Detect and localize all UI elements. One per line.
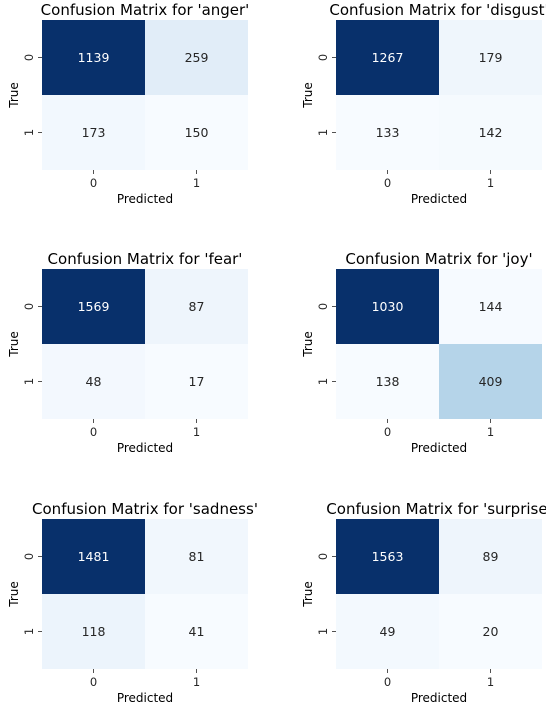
x-tick-label: 1 — [487, 675, 494, 689]
heatmap-cell — [42, 95, 145, 170]
cell-value-label: 1139 — [78, 50, 110, 65]
x-axis-label: Predicted — [117, 691, 173, 702]
cell-value-label: 17 — [189, 374, 205, 389]
heatmap-cell — [336, 594, 439, 669]
heatmap-cell — [42, 594, 145, 669]
heatmap-cell — [439, 269, 542, 344]
cell-value-label: 20 — [483, 624, 499, 639]
y-tick-label: 1 — [22, 129, 36, 136]
x-tick-label: 0 — [384, 425, 391, 439]
heatmap-cell — [336, 95, 439, 170]
heatmap-cell — [145, 594, 248, 669]
cell-value-label: 1563 — [372, 549, 404, 564]
x-tick-label: 0 — [90, 176, 97, 190]
cell-value-label: 138 — [376, 374, 400, 389]
y-axis-label: True — [301, 331, 315, 358]
panel-title: Confusion Matrix for 'joy' — [345, 250, 532, 268]
cell-value-label: 150 — [185, 125, 209, 140]
cell-value-label: 118 — [82, 624, 106, 639]
panel-title: Confusion Matrix for 'sadness' — [32, 500, 258, 518]
y-tick-label: 0 — [22, 553, 36, 560]
y-tick-label: 0 — [22, 303, 36, 310]
y-axis-label: True — [301, 581, 315, 608]
cell-value-label: 1030 — [372, 299, 404, 314]
x-axis-label: Predicted — [117, 441, 173, 455]
heatmap-cell — [336, 344, 439, 419]
cell-value-label: 87 — [189, 299, 205, 314]
cell-value-label: 48 — [86, 374, 102, 389]
x-tick-label: 0 — [90, 425, 97, 439]
y-axis-label: True — [7, 331, 21, 358]
x-axis-label: Predicted — [411, 192, 467, 206]
confusion-matrix-panel: Confusion Matrix for 'surprise' 1563 89 49 2… — [301, 500, 546, 702]
x-tick-label: 1 — [193, 675, 200, 689]
heatmap-cell — [336, 20, 439, 95]
cell-value-label: 173 — [82, 125, 106, 140]
panel-title: Confusion Matrix for 'fear' — [48, 250, 243, 268]
heatmap-cell — [439, 20, 542, 95]
heatmap-cell — [145, 519, 248, 594]
y-axis-label: True — [7, 581, 21, 608]
x-tick-label: 1 — [487, 176, 494, 190]
confusion-matrix-panel: Confusion Matrix for 'sadness' 1481 81 118 4… — [7, 500, 258, 702]
y-tick-label: 0 — [316, 303, 330, 310]
heatmap-cell — [439, 594, 542, 669]
heatmap-cell — [42, 269, 145, 344]
cell-value-label: 142 — [479, 125, 503, 140]
cell-value-label: 49 — [380, 624, 396, 639]
heatmap-cell — [439, 519, 542, 594]
x-axis-label: Predicted — [411, 691, 467, 702]
y-tick-label: 1 — [316, 378, 330, 385]
panel-title: Confusion Matrix for 'surprise' — [326, 500, 546, 518]
heatmap-cell — [42, 344, 145, 419]
heatmap-cell — [439, 95, 542, 170]
cell-value-label: 133 — [376, 125, 400, 140]
y-tick-label: 1 — [22, 628, 36, 635]
y-tick-label: 1 — [316, 628, 330, 635]
confusion-matrix-panel: Confusion Matrix for 'fear' 1569 87 48 17 0 1 0… — [7, 250, 248, 455]
cell-value-label: 1267 — [372, 50, 404, 65]
heatmap-cell — [336, 269, 439, 344]
cell-value-label: 1481 — [78, 549, 110, 564]
confusion-matrix-panel: Confusion Matrix for 'disgust' 1267 179 133… — [301, 1, 546, 206]
cell-value-label: 409 — [479, 374, 503, 389]
y-tick-label: 0 — [316, 54, 330, 61]
panel-title: Confusion Matrix for 'anger' — [41, 1, 250, 19]
heatmap-cell — [439, 344, 542, 419]
cell-value-label: 41 — [189, 624, 205, 639]
y-axis-label: True — [7, 82, 21, 109]
y-axis-label: True — [301, 82, 315, 109]
heatmap-cell — [145, 269, 248, 344]
x-tick-label: 1 — [193, 425, 200, 439]
y-tick-label: 1 — [22, 378, 36, 385]
x-axis-label: Predicted — [411, 441, 467, 455]
x-tick-label: 1 — [193, 176, 200, 190]
x-tick-label: 0 — [90, 675, 97, 689]
cell-value-label: 1569 — [78, 299, 110, 314]
heatmap-cell — [145, 344, 248, 419]
confusion-matrix-panel: Confusion Matrix for 'anger' 1139 259 173 15… — [7, 1, 249, 206]
x-tick-label: 1 — [487, 425, 494, 439]
heatmap-cell — [42, 20, 145, 95]
cell-value-label: 144 — [479, 299, 503, 314]
x-tick-label: 0 — [384, 675, 391, 689]
cell-value-label: 81 — [189, 549, 205, 564]
cell-value-label: 259 — [185, 50, 209, 65]
heatmap-cell — [42, 519, 145, 594]
x-axis-label: Predicted — [117, 192, 173, 206]
y-tick-label: 0 — [316, 553, 330, 560]
heatmap-cell — [145, 95, 248, 170]
cell-value-label: 179 — [479, 50, 503, 65]
y-tick-label: 1 — [316, 129, 330, 136]
confusion-matrix-panel: Confusion Matrix for 'joy' 1030 144 138 409 0… — [301, 250, 542, 455]
heatmap-cell — [336, 519, 439, 594]
panel-title: Confusion Matrix for 'disgust' — [329, 1, 546, 19]
x-tick-label: 0 — [384, 176, 391, 190]
y-tick-label: 0 — [22, 54, 36, 61]
cell-value-label: 89 — [483, 549, 499, 564]
heatmap-cell — [145, 20, 248, 95]
